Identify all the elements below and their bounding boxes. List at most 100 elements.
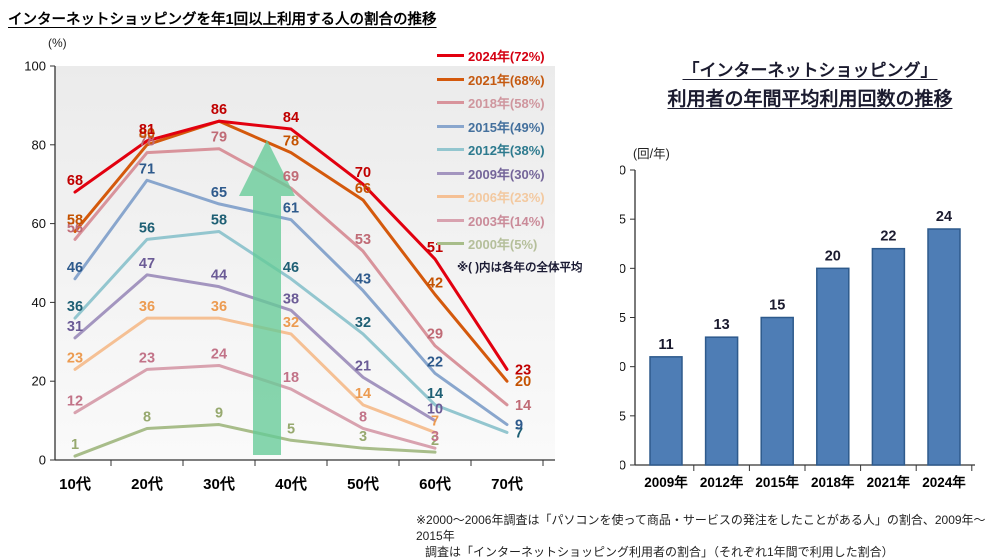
data-label: 69 <box>283 169 299 185</box>
bar-2012年 <box>704 336 739 466</box>
legend-label: 2024年(72%) <box>468 49 545 65</box>
bar-2015年 <box>760 316 794 466</box>
data-label: 80 <box>139 126 155 142</box>
bar-value-label: 24 <box>936 209 952 225</box>
y-tick-label: 100 <box>24 59 46 74</box>
legend-item: 2009年(30%) <box>437 162 545 186</box>
data-label: 10 <box>427 402 443 418</box>
bar-value-label: 11 <box>658 337 673 353</box>
line-series-2015年 <box>73 178 509 427</box>
up-arrow-annotation <box>239 140 295 455</box>
legend-label: 2015年(49%) <box>468 119 545 135</box>
data-label: 78 <box>139 134 155 150</box>
x-category-label: 2012年 <box>700 474 744 490</box>
y-tick-label: 80 <box>32 137 46 152</box>
x-category-label: 60代 <box>419 475 451 493</box>
y-tick-label: 15 <box>620 310 626 325</box>
data-label: 36 <box>211 299 227 315</box>
legend-swatch <box>437 148 464 152</box>
data-label: 3 <box>359 429 367 445</box>
data-label: 8 <box>359 409 367 425</box>
data-label: 12 <box>67 394 83 410</box>
data-label: 3 <box>431 429 439 445</box>
data-label: 36 <box>67 299 83 315</box>
legend-item: 2003年(14%) <box>437 209 545 233</box>
data-label: 14 <box>355 386 371 402</box>
data-label: 70 <box>355 165 371 181</box>
legend-label: 2003年(14%) <box>468 213 545 229</box>
bar-value-label: 15 <box>769 298 785 314</box>
data-label: 56 <box>139 220 155 236</box>
x-category-label: 40代 <box>275 475 307 493</box>
bar-chart-title-line1: 「インターネットショッピング」 <box>682 61 938 80</box>
legend-swatch <box>437 101 464 105</box>
y-tick-label: 20 <box>32 374 46 389</box>
legend-item: 2024年(72%) <box>437 44 545 68</box>
data-label: 46 <box>67 260 83 276</box>
data-label: 24 <box>211 346 227 362</box>
data-label: 61 <box>283 201 299 217</box>
legend-label: 2018年(58%) <box>468 96 545 112</box>
x-category-label: 2015年 <box>755 474 799 490</box>
bar-value-label: 22 <box>880 229 896 245</box>
data-label: 20 <box>515 374 531 390</box>
legend-label: 2000年(5%) <box>468 237 538 253</box>
legend-item: 2018年(58%) <box>437 91 545 115</box>
data-label: 53 <box>355 232 371 248</box>
legend-swatch <box>437 218 464 222</box>
footnote-line2: 調査は「インターネットショッピング利用者の割合」（それぞれ1年間で利用した割合） <box>425 545 894 559</box>
data-label: 32 <box>283 315 299 331</box>
data-label: 58 <box>67 212 83 228</box>
footnote-line1: ※2000〜2006年調査は「パソコンを使って商品・サービスの発注をしたことがあ… <box>416 513 986 543</box>
bar-2018年 <box>816 267 850 466</box>
line-series-2012年 <box>73 229 509 434</box>
x-category-label: 2018年 <box>811 474 855 490</box>
x-category-label: 70代 <box>491 475 523 493</box>
data-label: 2 <box>431 433 439 449</box>
bar-value-label: 13 <box>714 317 730 333</box>
data-label: 71 <box>139 161 155 177</box>
data-label: 7 <box>515 425 523 441</box>
x-category-label: 2009年 <box>644 474 688 490</box>
data-label: 23 <box>67 350 83 366</box>
footnote: ※2000〜2006年調査は「パソコンを使って商品・サービスの発注をしたことがあ… <box>416 512 1000 560</box>
data-label: 9 <box>215 406 223 422</box>
legend-swatch <box>437 195 464 199</box>
legend-item: 2015年(49%) <box>437 115 545 139</box>
line-chart-legend: 2024年(72%) 2021年(68%) 2018年(58%) 2015年(49%)… <box>437 44 545 256</box>
y-tick-label: 30 <box>620 163 626 178</box>
data-label: 14 <box>515 398 531 414</box>
bar-2024年 <box>927 228 961 466</box>
data-label: 56 <box>67 220 83 236</box>
plot-panel <box>55 66 555 460</box>
data-label: 1 <box>71 437 79 453</box>
x-category-label: 30代 <box>203 475 235 493</box>
data-label: 31 <box>67 319 83 335</box>
data-label: 46 <box>283 260 299 276</box>
data-label: 86 <box>211 102 227 118</box>
data-label: 44 <box>211 268 227 284</box>
data-label: 9 <box>515 418 523 434</box>
data-label: 5 <box>287 421 295 437</box>
bar-2021年 <box>871 247 906 466</box>
legend-item: 2006年(23%) <box>437 185 545 209</box>
data-label: 14 <box>427 386 443 402</box>
bar-chart-annual-usage: 0 5 10 15 20 25 30 11 2009年 13 2012年 15 2015年 20 2018年… <box>620 163 975 490</box>
data-label: 23 <box>139 350 155 366</box>
data-label: 65 <box>211 185 227 201</box>
y-tick-label: 10 <box>620 359 626 374</box>
legend-item: 2021年(68%) <box>437 68 545 92</box>
data-label: 23 <box>515 362 531 378</box>
x-category-label: 50代 <box>347 475 379 493</box>
legend-swatch <box>437 77 464 81</box>
data-label: 36 <box>139 299 155 315</box>
data-label: 42 <box>427 276 443 292</box>
legend-label: 2006年(23%) <box>468 190 545 206</box>
legend-item: 2012年(38%) <box>437 138 545 162</box>
line-series-2024年 <box>73 119 509 371</box>
data-label: 38 <box>283 291 299 307</box>
legend-label: 2009年(30%) <box>468 166 545 182</box>
data-label: 79 <box>211 130 227 146</box>
data-label: 68 <box>67 173 83 189</box>
data-label: 29 <box>427 327 443 343</box>
